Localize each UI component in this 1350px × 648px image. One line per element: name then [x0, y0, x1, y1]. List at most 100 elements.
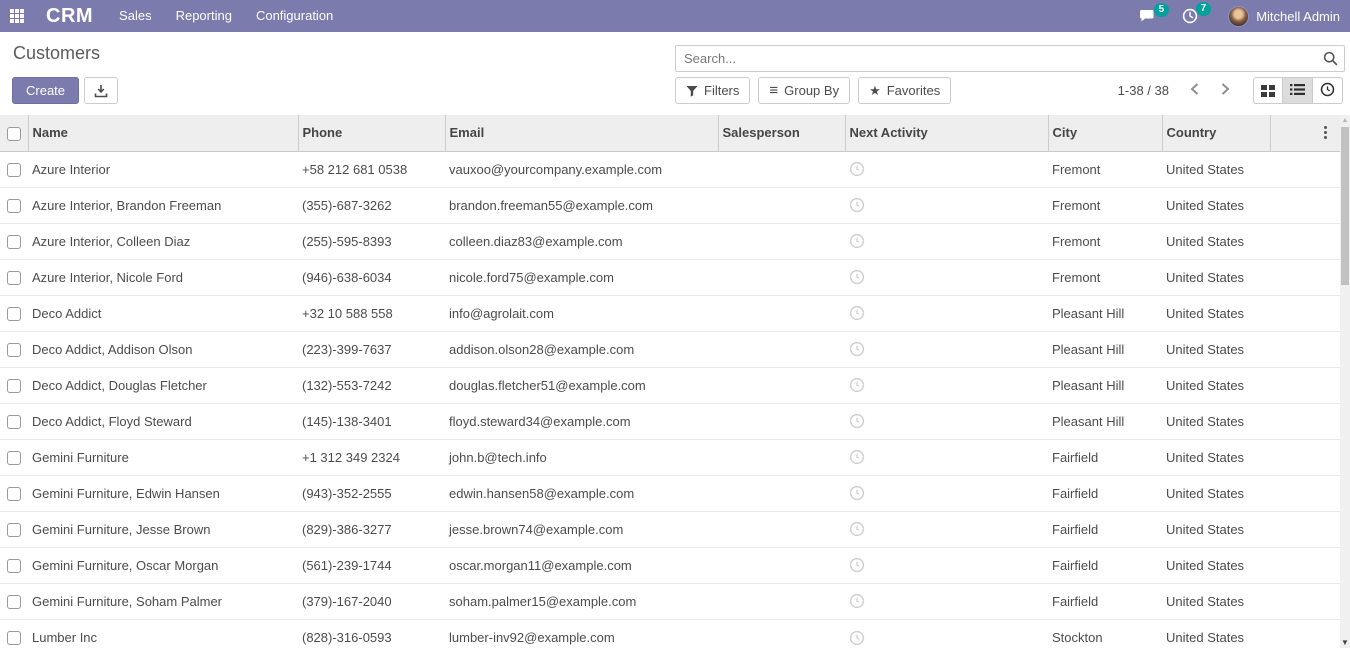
cell-salesperson[interactable]: [718, 402, 845, 439]
cell-email[interactable]: addison.olson28@example.com: [445, 330, 718, 367]
cell-country[interactable]: United States: [1162, 438, 1270, 475]
cell-salesperson[interactable]: [718, 366, 845, 403]
cell-name[interactable]: Gemini Furniture, Edwin Hansen: [28, 474, 298, 511]
select-all-checkbox[interactable]: [6, 126, 21, 141]
row-checkbox[interactable]: [7, 198, 21, 213]
cell-email[interactable]: vauxoo@yourcompany.example.com: [445, 151, 718, 187]
cell-name[interactable]: Gemini Furniture, Jesse Brown: [28, 510, 298, 547]
cell-phone[interactable]: +1 312 349 2324: [298, 438, 445, 475]
user-menu[interactable]: Mitchell Admin: [1228, 5, 1340, 27]
app-name[interactable]: CRM: [46, 4, 94, 27]
row-checkbox[interactable]: [7, 631, 21, 646]
list-view-button[interactable]: [1283, 77, 1313, 104]
cell-email[interactable]: jesse.brown74@example.com: [445, 510, 718, 547]
cell-phone[interactable]: (223)-399-7637: [298, 330, 445, 367]
table-row[interactable]: Deco Addict, Addison Olson (223)-399-763…: [0, 330, 1340, 367]
pager-previous-button[interactable]: [1183, 80, 1206, 101]
activities-button[interactable]: 7: [1182, 2, 1212, 24]
favorites-button[interactable]: ★ Favorites: [858, 77, 952, 104]
cell-country[interactable]: United States: [1162, 151, 1270, 187]
cell-country[interactable]: United States: [1162, 186, 1270, 223]
cell-phone[interactable]: (255)-595-8393: [298, 222, 445, 259]
cell-name[interactable]: Gemini Furniture, Oscar Morgan: [28, 546, 298, 583]
cell-country[interactable]: United States: [1162, 546, 1270, 583]
cell-next-activity[interactable]: [845, 618, 1048, 648]
cell-city[interactable]: Fremont: [1048, 151, 1162, 187]
cell-name[interactable]: Azure Interior, Nicole Ford: [28, 258, 298, 295]
cell-phone[interactable]: (145)-138-3401: [298, 402, 445, 439]
cell-city[interactable]: Pleasant Hill: [1048, 402, 1162, 439]
cell-email[interactable]: info@agrolait.com: [445, 294, 718, 331]
menu-reporting[interactable]: Reporting: [175, 8, 232, 23]
cell-country[interactable]: United States: [1162, 618, 1270, 648]
menu-sales[interactable]: Sales: [119, 8, 152, 23]
cell-next-activity[interactable]: [845, 546, 1048, 583]
row-checkbox[interactable]: [7, 414, 21, 429]
cell-city[interactable]: Fremont: [1048, 222, 1162, 259]
export-button[interactable]: [84, 77, 119, 104]
cell-name[interactable]: Deco Addict: [28, 294, 298, 331]
cell-salesperson[interactable]: [718, 582, 845, 619]
apps-menu-button[interactable]: [0, 0, 34, 32]
cell-next-activity[interactable]: [845, 294, 1048, 331]
cell-country[interactable]: United States: [1162, 582, 1270, 619]
table-row[interactable]: Azure Interior +58 212 681 0538 vauxoo@y…: [0, 151, 1340, 187]
cell-email[interactable]: nicole.ford75@example.com: [445, 258, 718, 295]
cell-email[interactable]: edwin.hansen58@example.com: [445, 474, 718, 511]
table-row[interactable]: Deco Addict, Floyd Steward (145)-138-340…: [0, 402, 1340, 439]
cell-phone[interactable]: (829)-386-3277: [298, 510, 445, 547]
cell-phone[interactable]: (355)-687-3262: [298, 186, 445, 223]
cell-city[interactable]: Stockton: [1048, 618, 1162, 648]
column-header-country[interactable]: Country: [1162, 115, 1271, 152]
cell-phone[interactable]: +58 212 681 0538: [298, 151, 445, 187]
cell-country[interactable]: United States: [1162, 222, 1270, 259]
cell-name[interactable]: Azure Interior: [28, 151, 298, 187]
cell-name[interactable]: Gemini Furniture: [28, 438, 298, 475]
row-checkbox[interactable]: [7, 378, 21, 393]
vertical-scrollbar[interactable]: ▲ ▼: [1340, 115, 1350, 648]
table-row[interactable]: Gemini Furniture, Jesse Brown (829)-386-…: [0, 510, 1340, 547]
cell-email[interactable]: floyd.steward34@example.com: [445, 402, 718, 439]
cell-city[interactable]: Pleasant Hill: [1048, 330, 1162, 367]
cell-phone[interactable]: (132)-553-7242: [298, 366, 445, 403]
cell-country[interactable]: United States: [1162, 366, 1270, 403]
cell-phone[interactable]: (828)-316-0593: [298, 618, 445, 648]
column-header-salesperson[interactable]: Salesperson: [718, 115, 846, 152]
table-row[interactable]: Deco Addict, Douglas Fletcher (132)-553-…: [0, 366, 1340, 403]
cell-salesperson[interactable]: [718, 474, 845, 511]
kanban-view-button[interactable]: [1253, 77, 1283, 104]
cell-salesperson[interactable]: [718, 618, 845, 648]
table-row[interactable]: Gemini Furniture, Edwin Hansen (943)-352…: [0, 474, 1340, 511]
column-header-phone[interactable]: Phone: [298, 115, 446, 152]
cell-city[interactable]: Pleasant Hill: [1048, 294, 1162, 331]
messages-button[interactable]: 5: [1139, 2, 1170, 24]
row-checkbox[interactable]: [7, 486, 21, 501]
cell-email[interactable]: soham.palmer15@example.com: [445, 582, 718, 619]
cell-name[interactable]: Lumber Inc: [28, 618, 298, 648]
cell-country[interactable]: United States: [1162, 330, 1270, 367]
cell-city[interactable]: Fairfield: [1048, 474, 1162, 511]
cell-email[interactable]: lumber-inv92@example.com: [445, 618, 718, 648]
filters-button[interactable]: Filters: [675, 77, 751, 104]
cell-next-activity[interactable]: [845, 222, 1048, 259]
cell-next-activity[interactable]: [845, 366, 1048, 403]
row-checkbox[interactable]: [7, 594, 21, 609]
cell-name[interactable]: Azure Interior, Colleen Diaz: [28, 222, 298, 259]
table-row[interactable]: Azure Interior, Nicole Ford (946)-638-60…: [0, 258, 1340, 295]
scrollbar-thumb[interactable]: [1341, 127, 1349, 285]
cell-country[interactable]: United States: [1162, 402, 1270, 439]
activity-view-button[interactable]: [1313, 77, 1343, 104]
cell-next-activity[interactable]: [845, 510, 1048, 547]
cell-next-activity[interactable]: [845, 258, 1048, 295]
group-by-button[interactable]: ≡ Group By: [758, 77, 851, 104]
table-row[interactable]: Lumber Inc (828)-316-0593 lumber-inv92@e…: [0, 618, 1340, 648]
cell-email[interactable]: douglas.fletcher51@example.com: [445, 366, 718, 403]
cell-phone[interactable]: (943)-352-2555: [298, 474, 445, 511]
cell-country[interactable]: United States: [1162, 294, 1270, 331]
cell-salesperson[interactable]: [718, 438, 845, 475]
cell-country[interactable]: United States: [1162, 258, 1270, 295]
cell-email[interactable]: john.b@tech.info: [445, 438, 718, 475]
row-checkbox[interactable]: [7, 234, 21, 249]
cell-phone[interactable]: (379)-167-2040: [298, 582, 445, 619]
row-checkbox[interactable]: [7, 522, 21, 537]
